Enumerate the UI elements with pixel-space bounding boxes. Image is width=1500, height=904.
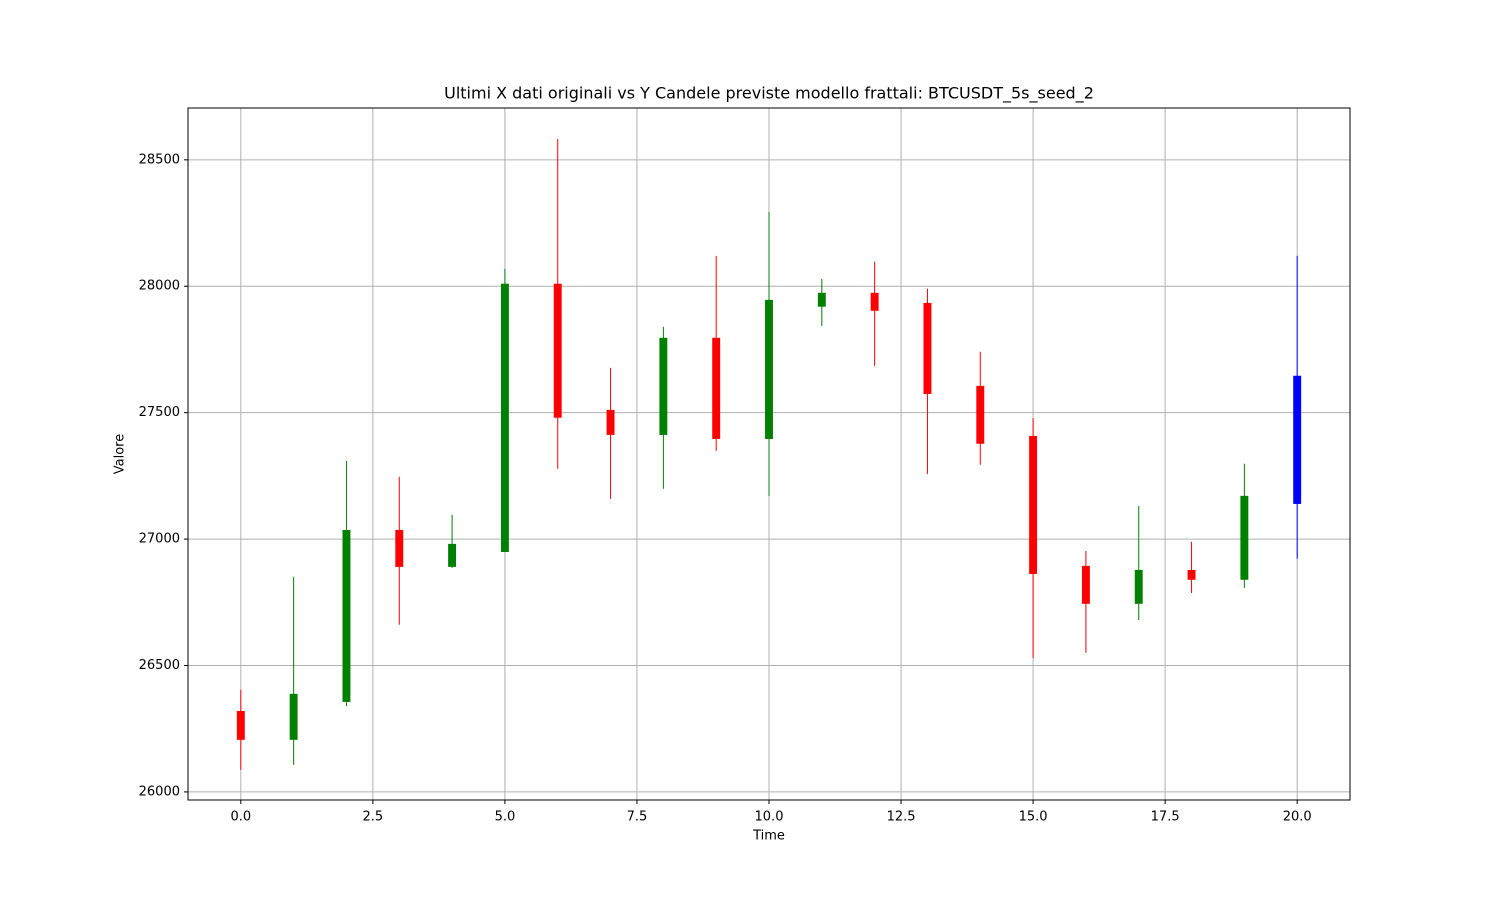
x-tick-label: 7.5 [627, 810, 648, 825]
candle-body [448, 543, 457, 567]
x-tick-label: 5.0 [495, 810, 516, 825]
candle-body [1134, 569, 1143, 604]
x-tick-label: 10.0 [755, 810, 784, 825]
y-tick-label: 27500 [139, 405, 180, 420]
y-tick-label: 26000 [139, 784, 180, 799]
candle-body [870, 292, 879, 311]
candle-body [923, 302, 932, 394]
candle-body [606, 409, 615, 435]
candle-body [500, 283, 509, 552]
x-tick-label: 12.5 [887, 810, 916, 825]
x-axis-label: Time [752, 829, 785, 844]
candle-body [553, 283, 562, 418]
y-tick-label: 28500 [139, 152, 180, 167]
y-tick-label: 28000 [139, 279, 180, 294]
y-axis-label: Valore [113, 434, 128, 474]
candle-body [1240, 495, 1249, 580]
y-tick-label: 27000 [139, 532, 180, 547]
plot-frame [187, 107, 1351, 801]
candle-body [1293, 375, 1302, 504]
candle-body [817, 292, 826, 307]
x-tick-label: 17.5 [1151, 810, 1180, 825]
candle-body [659, 337, 668, 435]
candle-body [395, 529, 404, 567]
candle-body [1029, 435, 1038, 574]
chart-title: Ultimi X dati originali vs Y Candele pre… [444, 84, 1094, 104]
x-tick-label: 0.0 [230, 810, 251, 825]
candle-body [342, 529, 351, 702]
candle-body [976, 385, 985, 444]
x-tick-label: 2.5 [363, 810, 384, 825]
candle-body [289, 693, 298, 740]
candle-body [1187, 569, 1196, 580]
x-tick-label: 15.0 [1019, 810, 1048, 825]
candle-body [236, 711, 245, 740]
candle-body [765, 299, 773, 439]
x-tick-label: 20.0 [1283, 810, 1312, 825]
y-tick-label: 26500 [139, 658, 180, 673]
candle-body [712, 337, 721, 439]
candle-body [1081, 565, 1090, 604]
